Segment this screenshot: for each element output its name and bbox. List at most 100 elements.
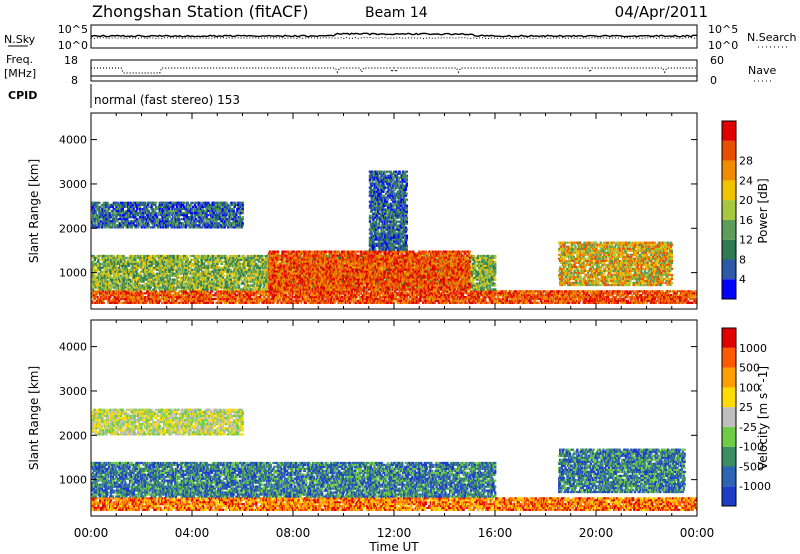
heatmap-cell xyxy=(453,292,456,295)
nsearch-label: N.Search xyxy=(747,31,797,44)
heatmap-cell xyxy=(318,297,321,301)
heatmap-cell xyxy=(248,296,252,299)
heatmap-cell xyxy=(238,280,241,283)
heatmap-cell xyxy=(138,294,142,297)
heatmap-cell xyxy=(229,278,233,281)
heatmap-cell xyxy=(137,254,140,258)
heatmap-cell xyxy=(187,276,190,279)
heatmap-cell xyxy=(175,294,179,297)
heatmap-cell xyxy=(566,296,569,299)
heatmap-cell xyxy=(118,272,121,275)
heatmap-cell xyxy=(136,290,139,293)
heatmap-cell xyxy=(139,274,142,277)
heatmap-cell xyxy=(189,299,192,302)
heatmap-cell xyxy=(616,301,619,304)
heatmap-cell xyxy=(198,297,201,301)
heatmap-cell xyxy=(167,280,170,283)
heatmap-cell xyxy=(100,292,103,295)
heatmap-cell xyxy=(208,299,211,302)
heatmap-cell xyxy=(254,296,257,299)
heatmap-cell xyxy=(294,297,298,301)
heatmap-cell xyxy=(116,280,119,283)
heatmap-cell xyxy=(215,278,218,281)
heatmap-cell xyxy=(366,301,370,304)
heatmap-cell xyxy=(206,288,209,291)
heatmap-cell xyxy=(162,262,165,265)
heatmap-cell xyxy=(228,266,231,269)
figure-title: Zhongshan Station (fitACF) xyxy=(92,2,309,21)
heatmap-cell xyxy=(158,299,161,302)
heatmap-cell xyxy=(309,292,312,295)
heatmap-cell xyxy=(217,297,220,301)
heatmap-cell xyxy=(106,268,109,271)
heatmap-cell xyxy=(230,284,234,287)
heatmap-cell xyxy=(436,297,439,301)
heatmap-cell xyxy=(423,296,427,299)
heatmap-cell xyxy=(233,290,236,293)
heatmap-cell xyxy=(113,294,116,297)
heatmap-cell xyxy=(441,297,445,301)
heatmap-cell xyxy=(261,301,264,304)
heatmap-cell xyxy=(275,296,278,299)
heatmap-cell xyxy=(222,270,225,273)
heatmap-cell xyxy=(194,294,197,297)
heatmap-cell xyxy=(598,294,601,297)
heatmap-cell xyxy=(252,301,255,304)
heatmap-cell xyxy=(109,294,113,297)
heatmap-cell xyxy=(517,292,520,295)
heatmap-cell xyxy=(636,297,639,301)
heatmap-cell xyxy=(551,297,555,301)
heatmap-cell xyxy=(605,290,609,293)
heatmap-cell xyxy=(315,292,318,295)
heatmap-cell xyxy=(605,292,608,295)
heatmap-cell xyxy=(172,284,175,287)
heatmap-cell xyxy=(433,301,436,304)
heatmap-cell xyxy=(240,292,243,295)
heatmap-cell xyxy=(220,266,224,269)
heatmap-cell xyxy=(130,256,133,259)
heatmap-cell xyxy=(141,266,144,269)
heatmap-cell xyxy=(215,276,218,279)
heatmap-cell xyxy=(205,299,208,302)
heatmap-cell xyxy=(657,297,660,301)
heatmap-cell xyxy=(138,272,142,275)
heatmap-cell xyxy=(196,286,199,289)
heatmap-cell xyxy=(220,262,224,265)
heatmap-cell xyxy=(238,299,241,302)
heatmap-cell xyxy=(401,292,404,295)
heatmap-cell xyxy=(593,292,596,295)
heatmap-cell xyxy=(321,297,325,301)
heatmap-cell xyxy=(91,292,95,295)
heatmap-cell xyxy=(422,301,425,304)
heatmap-cell xyxy=(96,296,99,299)
heatmap-cell xyxy=(660,294,664,297)
heatmap-cell xyxy=(375,296,378,299)
heatmap-cell xyxy=(358,301,362,304)
heatmap-cell xyxy=(301,290,304,293)
heatmap-cell xyxy=(529,292,532,295)
heatmap-cell xyxy=(193,288,197,291)
heatmap-cell xyxy=(345,297,348,301)
heatmap-cell xyxy=(194,301,197,304)
heatmap-cell xyxy=(119,290,123,293)
heatmap-cell xyxy=(219,258,222,261)
heatmap-cell xyxy=(669,290,672,293)
heatmap-cell xyxy=(194,276,197,279)
heatmap-cell xyxy=(202,278,206,281)
heatmap-cell xyxy=(253,292,256,295)
heatmap-cell xyxy=(693,296,696,299)
heatmap-cell xyxy=(97,256,100,259)
heatmap-cell xyxy=(266,299,270,302)
heatmap-cell xyxy=(137,282,141,285)
heatmap-cell xyxy=(495,290,499,293)
heatmap-cell xyxy=(330,292,333,295)
heatmap-cell xyxy=(568,301,571,304)
heatmap-cell xyxy=(622,294,625,297)
heatmap-cell xyxy=(371,296,374,299)
heatmap-cell xyxy=(645,301,648,304)
heatmap-cell xyxy=(474,301,477,304)
heatmap-cell xyxy=(93,258,96,261)
heatmap-cell xyxy=(354,297,357,301)
heatmap-cell xyxy=(188,294,191,297)
heatmap-cell xyxy=(207,268,210,271)
